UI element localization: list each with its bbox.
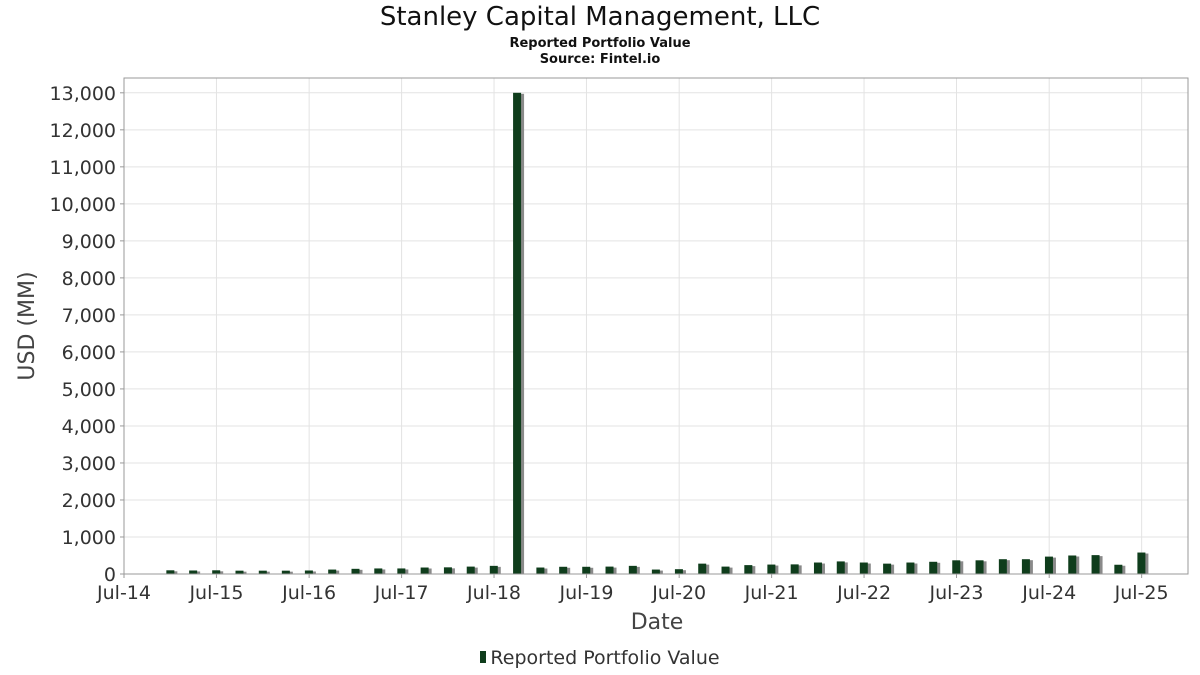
bar xyxy=(836,561,845,574)
bar xyxy=(790,564,799,574)
y-tick-label: 11,000 xyxy=(50,157,116,179)
x-tick-label: Jul-24 xyxy=(1021,582,1076,604)
bar xyxy=(397,568,406,574)
bar xyxy=(952,560,961,574)
bar xyxy=(628,565,637,574)
bar xyxy=(443,567,452,574)
bar xyxy=(813,562,822,574)
x-tick-label: Jul-15 xyxy=(188,582,243,604)
bar xyxy=(605,566,614,574)
bar xyxy=(166,570,175,574)
y-tick-label: 3,000 xyxy=(62,453,116,475)
bar-chart: 0 1,000 2,000 3,000 4,000 5,000 6,000 7,000 8,00… xyxy=(15,77,1189,635)
y-tick-label: 0 xyxy=(104,564,116,586)
chart-subtitle: Reported Portfolio Value xyxy=(509,36,691,51)
x-axis-ticks: Jul-14 Jul-15 Jul-16 Jul-17 Jul-18 Jul-19 Jul-… xyxy=(96,574,1169,604)
bar xyxy=(258,570,267,574)
y-tick-label: 2,000 xyxy=(62,490,116,512)
bar xyxy=(466,566,475,574)
x-tick-label: Jul-16 xyxy=(281,582,336,604)
bar xyxy=(674,569,683,574)
bar xyxy=(1021,559,1030,574)
bar xyxy=(420,567,429,574)
y-tick-label: 6,000 xyxy=(62,342,116,364)
x-tick-label: Jul-25 xyxy=(1114,582,1169,604)
bar xyxy=(1044,556,1053,574)
bar xyxy=(744,565,753,574)
x-tick-label: Jul-20 xyxy=(651,582,706,604)
bar xyxy=(929,561,938,574)
x-tick-label: Jul-22 xyxy=(836,582,891,604)
bar xyxy=(536,567,545,574)
bar xyxy=(1137,552,1146,574)
bar xyxy=(351,568,360,574)
bar xyxy=(489,565,498,574)
bar xyxy=(721,566,730,574)
x-tick-label: Jul-14 xyxy=(96,582,151,604)
x-axis-label: Date xyxy=(631,610,684,635)
bar xyxy=(582,566,591,574)
y-tick-label: 10,000 xyxy=(50,194,116,216)
plot-area-frame xyxy=(123,77,1189,575)
y-tick-label: 13,000 xyxy=(50,83,116,105)
chart-source: Source: Fintel.io xyxy=(539,52,661,67)
y-tick-label: 1,000 xyxy=(62,527,116,549)
bars xyxy=(166,92,1149,574)
bar xyxy=(906,562,915,574)
y-axis-label: USD (MM) xyxy=(15,271,40,380)
y-tick-label: 9,000 xyxy=(62,231,116,253)
bar xyxy=(235,570,244,574)
y-tick-label: 7,000 xyxy=(62,305,116,327)
bar xyxy=(189,570,198,574)
bar xyxy=(651,569,660,574)
x-tick-label: Jul-18 xyxy=(466,582,521,604)
bar xyxy=(374,568,383,574)
chart-legend: Reported Portfolio Value xyxy=(0,647,1200,669)
x-tick-label: Jul-19 xyxy=(558,582,613,604)
bar xyxy=(513,92,522,574)
x-tick-label: Jul-21 xyxy=(744,582,799,604)
bar xyxy=(212,570,221,574)
bar xyxy=(281,570,290,574)
bar xyxy=(975,560,984,574)
grid-lines xyxy=(123,78,1188,575)
y-tick-label: 8,000 xyxy=(62,268,116,290)
y-tick-label: 12,000 xyxy=(50,120,116,142)
bar xyxy=(559,566,568,574)
bar xyxy=(1091,555,1100,574)
x-tick-label: Jul-17 xyxy=(374,582,429,604)
bar xyxy=(1068,555,1077,574)
bar xyxy=(304,570,313,574)
bar xyxy=(1114,564,1123,574)
bar xyxy=(767,564,776,574)
bar xyxy=(883,563,892,574)
bar xyxy=(859,562,868,574)
legend-label: Reported Portfolio Value xyxy=(490,647,720,669)
bar xyxy=(998,559,1007,574)
y-tick-label: 5,000 xyxy=(62,379,116,401)
bar xyxy=(698,563,707,574)
y-tick-label: 4,000 xyxy=(62,416,116,438)
bar xyxy=(328,569,337,574)
x-tick-label: Jul-23 xyxy=(929,582,984,604)
chart-title: Stanley Capital Management, LLC xyxy=(379,2,821,32)
y-axis-ticks: 0 1,000 2,000 3,000 4,000 5,000 6,000 7,000 8,00… xyxy=(50,83,124,586)
legend-swatch xyxy=(480,651,487,663)
